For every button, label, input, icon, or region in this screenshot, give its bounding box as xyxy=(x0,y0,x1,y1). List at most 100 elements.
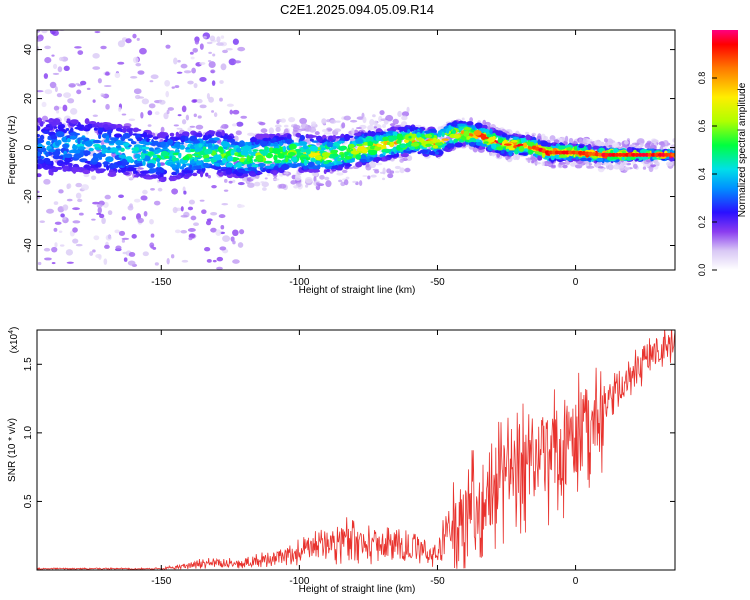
spectrogram-cell xyxy=(207,174,211,179)
spectrogram-cell xyxy=(122,132,131,139)
spectrogram-cell xyxy=(278,136,285,140)
spectrogram-cell xyxy=(520,137,525,144)
spectrogram-cell xyxy=(258,121,266,126)
spectrogram-cell xyxy=(480,143,488,147)
spectrogram-cell xyxy=(541,152,546,158)
spectrogram-cell xyxy=(209,35,216,42)
spectrogram-cell xyxy=(131,234,137,239)
spectrogram-cell xyxy=(101,217,106,225)
spectrogram-cell xyxy=(202,162,210,168)
spectrogram-cell xyxy=(169,132,175,137)
spectrogram-cell xyxy=(37,173,42,178)
spectrogram-cell xyxy=(141,146,150,150)
spectrogram-cell xyxy=(176,71,183,74)
spectrogram-cell xyxy=(132,56,139,64)
spectrogram-cell xyxy=(213,137,220,141)
spectrogram-cell xyxy=(504,143,512,146)
spectrogram-cell xyxy=(142,189,148,195)
spectrogram-cell xyxy=(352,180,357,184)
spectrogram-cell xyxy=(254,181,261,187)
spectrogram-cell xyxy=(93,127,98,131)
spectrogram-cell xyxy=(154,262,159,266)
spectrogram-cell xyxy=(158,99,163,103)
spectrogram-cell xyxy=(205,220,212,226)
spectrogram-cell xyxy=(406,106,410,113)
spectrogram-cell xyxy=(320,163,326,168)
spectrogram-cell xyxy=(93,235,100,241)
spectrogram-cell xyxy=(462,142,466,147)
spectrogram-cell xyxy=(432,137,438,144)
spectrogram-cell xyxy=(92,139,102,144)
spectrogram-cell xyxy=(461,121,467,124)
snr-y-tick-label: 1.0 xyxy=(23,425,34,439)
spectrogram-cell xyxy=(212,154,222,161)
spectrogram-cell xyxy=(140,195,148,201)
spectrogram-cell xyxy=(63,153,73,159)
spectrogram-cell xyxy=(43,73,49,79)
spectrogram-cell xyxy=(84,140,93,147)
spectrogram-cell xyxy=(175,168,180,174)
spectrogram-cell xyxy=(409,125,414,132)
spectrogram-cell xyxy=(190,56,195,60)
spectrogram-cell xyxy=(469,117,473,123)
spectrogram-cell xyxy=(424,133,433,139)
spectrogram-cell xyxy=(321,128,328,133)
spectrogram-cell xyxy=(130,75,138,79)
colorbar-label: Normalized spectral amplitude xyxy=(737,82,748,217)
spectrogram-cell xyxy=(457,123,466,127)
spectrogram-cell xyxy=(314,155,322,161)
spectrogram-cell xyxy=(564,135,569,143)
spectrogram-cell xyxy=(177,114,182,117)
spectrogram-cell xyxy=(82,169,91,175)
spectrogram-cell xyxy=(117,40,126,48)
spectrogram-cell xyxy=(140,152,146,160)
spectrogram-cell xyxy=(361,147,368,154)
spectrogram-x-tick-label: -150 xyxy=(151,277,171,288)
spectrogram-cell xyxy=(37,261,42,266)
snr-series-line xyxy=(37,330,675,570)
spectrogram-cell xyxy=(163,112,169,120)
spectrogram-cell xyxy=(45,151,49,158)
spectrogram-cell xyxy=(233,60,242,64)
spectrogram-cell xyxy=(285,156,289,163)
spectrogram-cell xyxy=(211,80,216,86)
spectrogram-cell xyxy=(249,137,257,143)
spectrogram-cell xyxy=(355,127,362,130)
snr-x-tick-label: -100 xyxy=(289,576,309,587)
spectrogram-cell xyxy=(187,227,196,232)
spectrogram-y-tick-label: 40 xyxy=(23,44,34,56)
spectrogram-cell xyxy=(107,210,113,216)
spectrogram-cell xyxy=(206,218,213,222)
spectrogram-cell xyxy=(159,132,168,139)
spectrogram-cell xyxy=(139,47,147,55)
spectrogram-cell xyxy=(90,167,95,172)
spectrogram-cell xyxy=(105,71,110,76)
spectrogram-cell xyxy=(386,142,391,146)
spectrogram-cell xyxy=(280,163,290,171)
spectrogram-cell xyxy=(115,245,122,251)
spectrogram-cell xyxy=(137,217,144,224)
spectrogram-cell xyxy=(110,171,116,177)
spectrogram-cell xyxy=(345,156,353,160)
spectrogram-cell xyxy=(54,140,60,147)
spectrogram-cell xyxy=(236,147,242,153)
spectrogram-cell xyxy=(536,162,541,165)
spectrogram-cell xyxy=(105,234,112,241)
spectrogram-cell xyxy=(445,127,450,134)
spectrogram-cell xyxy=(242,177,248,182)
spectrogram-cell xyxy=(537,139,541,145)
spectrogram-cell xyxy=(205,172,209,177)
spectrogram-cell xyxy=(136,167,144,170)
spectrogram-cell xyxy=(97,168,105,174)
spectrogram-cell xyxy=(489,128,493,135)
spectrogram-cell xyxy=(192,47,198,53)
spectrogram-cell xyxy=(350,150,360,155)
spectrogram-cell xyxy=(208,139,218,144)
spectrogram-cell xyxy=(319,174,325,180)
spectrogram-cell xyxy=(293,185,299,189)
spectrogram-cell xyxy=(158,178,163,182)
spectrogram-cell xyxy=(308,135,318,138)
spectrogram-cell xyxy=(232,109,240,115)
spectrogram-cell xyxy=(48,126,54,131)
spectrogram-cell xyxy=(72,220,81,224)
